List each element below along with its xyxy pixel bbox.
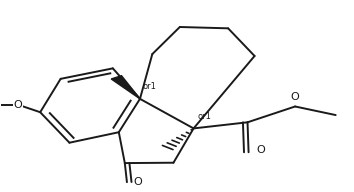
Text: O: O <box>133 177 142 187</box>
Text: or1: or1 <box>198 112 212 121</box>
Text: O: O <box>256 145 265 155</box>
Text: or1: or1 <box>143 82 157 91</box>
Text: O: O <box>291 92 299 102</box>
Polygon shape <box>111 76 140 99</box>
Text: O: O <box>13 100 22 110</box>
